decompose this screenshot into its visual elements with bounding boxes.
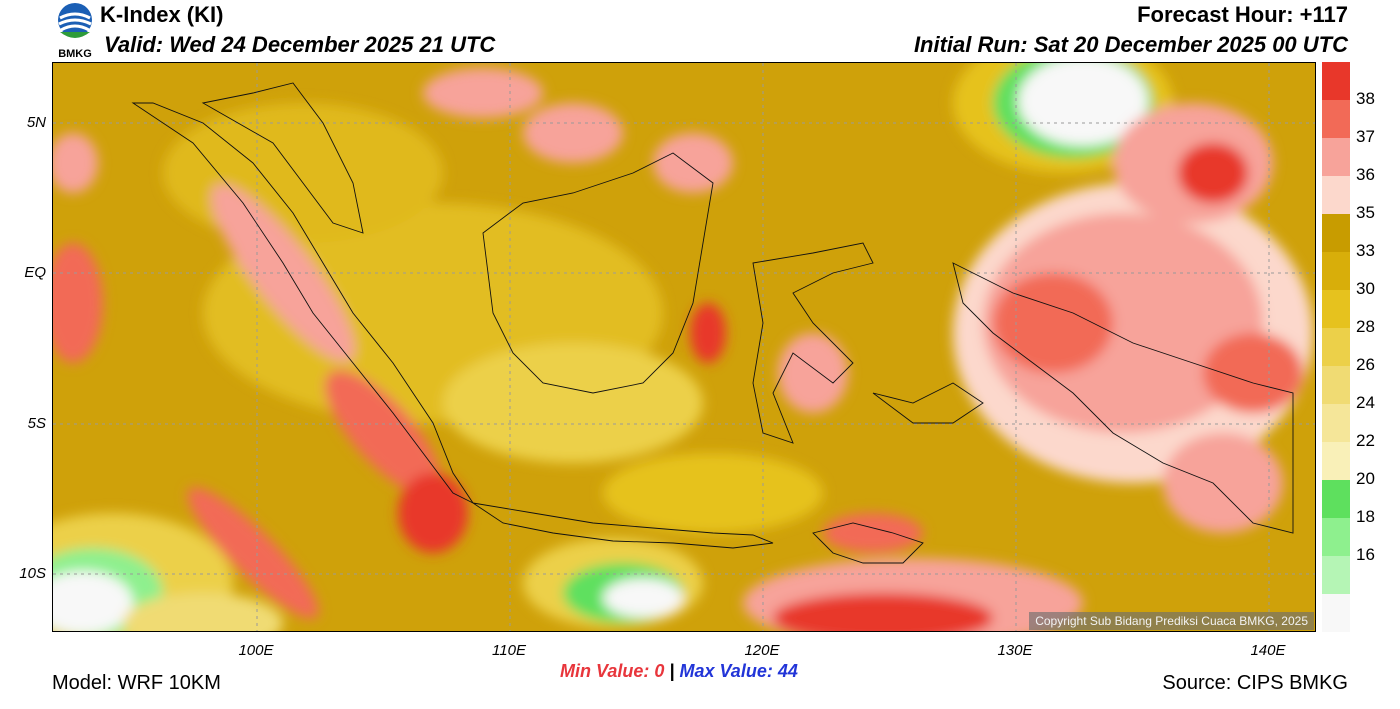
model-name: Model: WRF 10KM [52,672,221,694]
lat-label-5s: 5S [27,415,46,432]
field-region-sumatra-s [325,370,441,496]
field-region-makassar [690,303,726,363]
forecast-hour: Forecast Hour: +117 [1137,2,1348,27]
colorbar-label: 30 [1356,279,1375,298]
field-region-offshore-arc [187,487,319,619]
field-region-n-borneo [523,103,623,163]
k-index-field [53,63,1315,631]
colorbar-swatch [1322,252,1350,290]
field-region-e-papua [1203,333,1303,413]
coastlines [131,82,1294,564]
colorbar-swatch [1322,62,1350,100]
field-region-timor-n [823,513,923,553]
colorbar-swatch [1322,138,1350,176]
colorbar-label: 38 [1356,89,1375,108]
field-region-flores [603,453,823,533]
colorbar-swatch [1322,480,1350,518]
stats-separator: | [669,661,675,681]
lon-label-110e: 110E [492,642,526,659]
coast-sumatra [131,102,475,505]
coast-sulawesi [752,242,874,444]
logo-label: BMKG [58,48,92,60]
lon-label-140e: 140E [1250,642,1286,659]
colorbar-swatch [1322,366,1350,404]
colorbar-swatch [1322,442,1350,480]
data-source: Source: CIPS BMKG [1162,672,1348,694]
colorbar-swatch [1322,214,1350,252]
colorbar-label: 33 [1356,241,1375,260]
field-region-ne-core [1178,143,1248,203]
field-region-s-java-low [603,578,683,618]
value-stats: Min Value: 0 | Max Value: 44 [560,661,798,682]
max-value-label: Max Value: [679,661,773,681]
coast-borneo [482,152,714,394]
field-region-papua-core [993,273,1113,373]
k-index-map [52,62,1316,632]
field-region-s-ocean [123,593,283,631]
lat-label-5n: 5N [26,114,46,131]
colorbar-swatch [1322,290,1350,328]
field-region-s-papua [1163,433,1283,533]
lat-label-10s: 10S [19,565,46,582]
lon-label-100e: 100E [238,642,274,659]
bmkg-logo: BMKG [52,0,98,60]
colorbar-swatch [1322,328,1350,366]
coast-java [472,502,774,549]
colorbar-label: 26 [1356,355,1375,374]
field-region-sw-low [53,571,133,631]
field-region-scs [423,68,543,118]
lon-label-130e: 130E [997,642,1033,659]
field-region-sumatra-n [211,184,355,362]
bmkg-logo-icon [58,3,92,38]
colorbar-label: 18 [1356,507,1375,526]
initial-run: Initial Run: Sat 20 December 2025 00 UTC [913,32,1348,57]
field-region-malay [163,103,443,243]
coast-timor [812,522,924,564]
lon-label-120e: 120E [744,642,780,659]
graticule [53,63,1315,631]
colorbar-label: 22 [1356,431,1375,450]
min-value: 0 [654,661,665,681]
colorbar-label: 37 [1356,127,1375,146]
coast-papua [952,262,1294,534]
colorbar-swatch [1322,176,1350,214]
coast-maluku [872,382,984,424]
field-region-sabah [653,133,733,193]
colorbar-label: 28 [1356,317,1375,336]
colorbar-swatch [1322,594,1350,632]
field-region-sulawesi [778,333,848,413]
field-region-sumatra-sunda [398,473,468,553]
colorbar-label: 24 [1356,393,1375,412]
colorbar-swatch [1322,518,1350,556]
valid-time: Valid: Wed 24 December 2025 21 UTC [104,32,496,57]
colorbar-swatch [1322,100,1350,138]
field-region-nw-edge [53,133,98,193]
copyright-note: Copyright Sub Bidang Prediksi Cuaca BMKG… [1029,612,1314,630]
field-region-timor-core [773,593,993,631]
colorbar [1322,62,1350,632]
field-region-pacific-low [1018,63,1148,146]
max-value: 44 [777,661,798,681]
lat-label-eq: EQ [24,264,46,281]
colorbar-label: 20 [1356,469,1375,488]
colorbar-swatch [1322,404,1350,442]
colorbar-label: 36 [1356,165,1375,184]
map-title: K-Index (KI) [100,2,224,27]
coast-malay-peninsula [201,82,364,234]
colorbar-label: 35 [1356,203,1375,222]
field-region-java-sea [443,343,703,463]
colorbar-label: 16 [1356,545,1375,564]
colorbar-swatch [1322,556,1350,594]
min-value-label: Min Value: [560,661,650,681]
